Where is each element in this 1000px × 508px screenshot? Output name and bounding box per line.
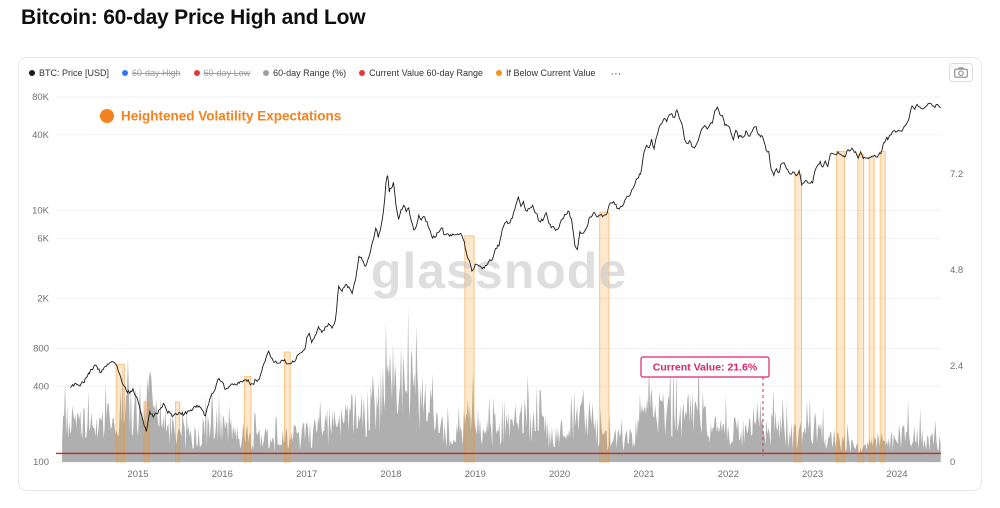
volatility-band: [879, 151, 886, 463]
legend-label: Current Value 60-day Range: [369, 68, 484, 78]
chart-card: BTC: Price [USD] 60-day High 60-day Low 60-…: [18, 57, 982, 491]
legend-label: BTC: Price [USD]: [39, 68, 110, 78]
price-line: [70, 102, 941, 432]
x-tick: 2016: [212, 469, 233, 480]
y-left-tick: 40K: [32, 130, 50, 141]
x-tick: 2018: [380, 469, 401, 480]
chart: glassnode 80K 40K 10K 6K 2K 800 400 100 7.2 4.8 2.4…: [32, 92, 963, 480]
watermark: glassnode: [371, 243, 627, 299]
camera-icon: [954, 67, 968, 78]
y-right-tick: 2.4: [950, 361, 963, 372]
y-left-tick: 80K: [32, 92, 50, 103]
legend-label: 60-day Low: [203, 68, 251, 78]
volatility-band: [143, 401, 150, 463]
legend-marker: [359, 70, 366, 76]
legend-item-1[interactable]: 60-day High: [122, 68, 181, 78]
volatility-band: [464, 235, 475, 463]
volatility-band: [857, 153, 865, 463]
legend-item-2[interactable]: 60-day Low: [193, 68, 251, 78]
legend-label: 60-day Range (%): [273, 68, 347, 78]
volatility-band: [115, 363, 125, 463]
volatility-band: [283, 351, 291, 463]
x-tick: 2015: [127, 469, 148, 480]
y-left-tick: 800: [33, 344, 49, 355]
volatility-band: [868, 156, 875, 463]
legend-marker: [193, 70, 200, 76]
volatility-band: [243, 375, 252, 463]
legend-marker: [496, 70, 503, 76]
current-value-annotation: Current Value: 21.6%: [653, 362, 758, 374]
range-area: [62, 305, 941, 462]
x-tick: 2017: [296, 469, 317, 480]
legend-label: 60-day High: [132, 68, 181, 78]
legend-marker: [122, 70, 129, 76]
volatility-band: [794, 173, 803, 463]
volatility-band: [599, 211, 610, 463]
volatility-band: [835, 151, 846, 463]
y-left-tick: 100: [33, 457, 49, 468]
legend-item-0[interactable]: BTC: Price [USD]: [29, 68, 109, 78]
x-tick: 2022: [718, 469, 739, 480]
legend-more-button[interactable]: ⋯: [610, 67, 622, 80]
legend-marker: [263, 70, 270, 76]
x-tick: 2020: [549, 469, 570, 480]
y-left-tick: 10K: [32, 206, 50, 217]
volatility-annotation: Heightened Volatility Expectations: [121, 109, 341, 124]
y-left-tick: 2K: [37, 293, 49, 304]
legend-label: If Below Current Value: [506, 68, 596, 78]
volatility-dot-icon: [100, 109, 114, 123]
legend-marker: [29, 70, 35, 76]
current-value-box: [640, 356, 770, 378]
legend-item-4[interactable]: Current Value 60-day Range: [359, 68, 483, 78]
y-left-tick: 6K: [37, 233, 49, 244]
y-right-tick: 0: [950, 457, 955, 468]
volatility-band: [175, 401, 181, 463]
y-left-tick: 400: [33, 381, 49, 392]
page-title: Bitcoin: 60-day Price High and Low: [21, 6, 366, 29]
x-tick: 2024: [886, 469, 907, 480]
chart-legend: BTC: Price [USD] 60-day High 60-day Low 60-…: [29, 63, 941, 83]
legend-item-3[interactable]: 60-day Range (%): [263, 68, 346, 78]
y-right-tick: 4.8: [950, 265, 963, 276]
export-image-button[interactable]: [949, 63, 973, 82]
x-tick: 2021: [633, 469, 654, 480]
y-right-tick: 7.2: [950, 169, 963, 180]
x-tick: 2023: [802, 469, 823, 480]
legend-item-5[interactable]: If Below Current Value: [496, 68, 595, 78]
x-tick: 2019: [465, 469, 486, 480]
